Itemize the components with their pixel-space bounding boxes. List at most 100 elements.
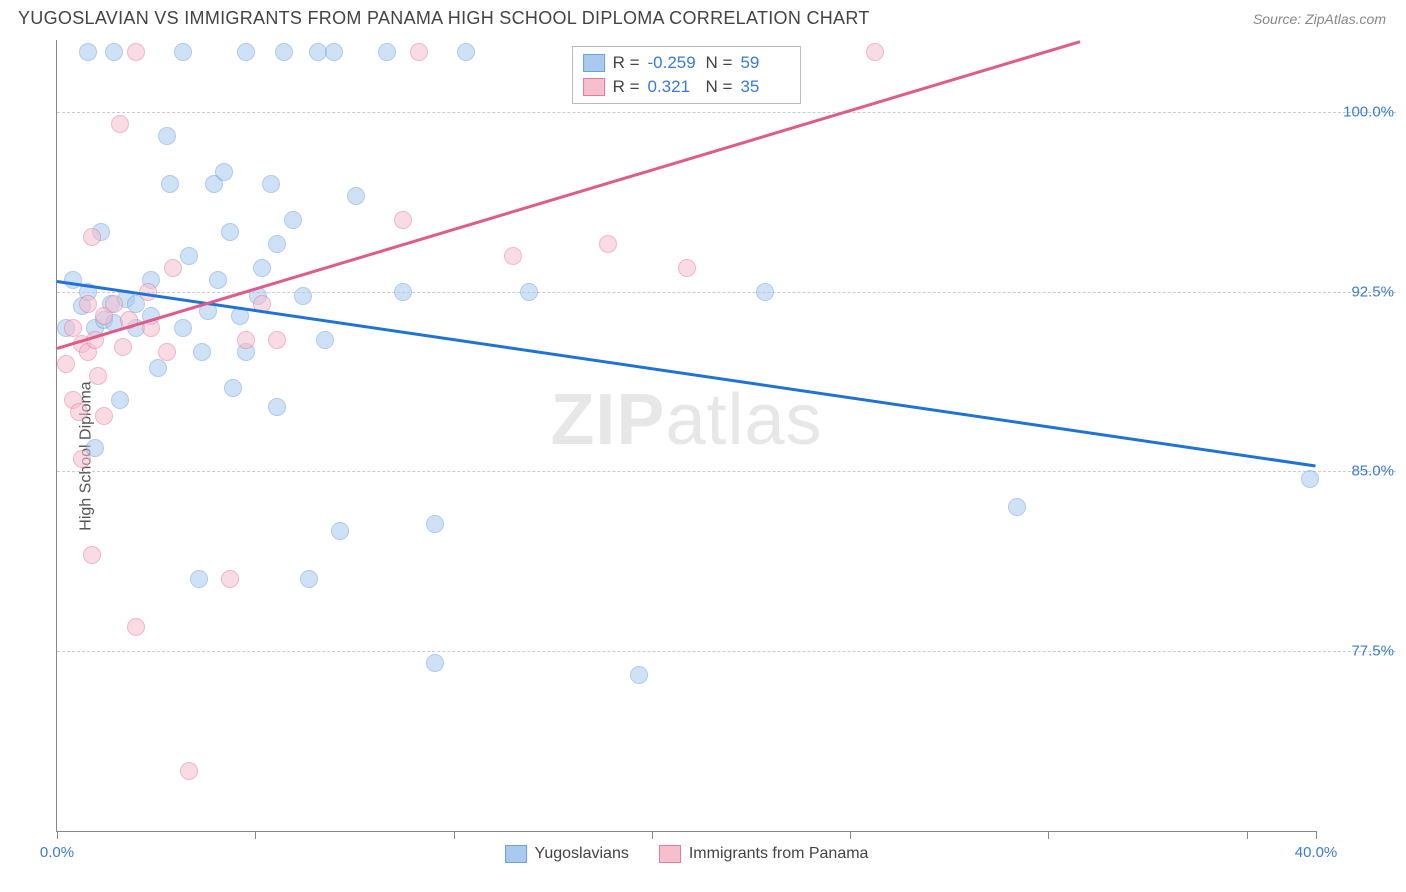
scatter-point (193, 343, 211, 361)
scatter-point (394, 211, 412, 229)
x-tick (850, 831, 851, 839)
legend-R-label: R = (613, 77, 640, 97)
scatter-point (79, 295, 97, 313)
scatter-point (237, 331, 255, 349)
scatter-point (262, 175, 280, 193)
scatter-point (83, 546, 101, 564)
legend-R-value-b: 0.321 (648, 77, 698, 97)
legend-item-b: Immigrants from Panama (659, 845, 869, 863)
scatter-point (426, 515, 444, 533)
x-tick-label-min: 0.0% (40, 844, 74, 861)
x-tick (1048, 831, 1049, 839)
scatter-point (111, 115, 129, 133)
x-tick (1247, 831, 1248, 839)
legend-row-series-a: R = -0.259 N = 59 (583, 51, 791, 75)
scatter-point (268, 398, 286, 416)
scatter-point (1301, 470, 1319, 488)
scatter-point (180, 247, 198, 265)
legend-row-series-b: R = 0.321 N = 35 (583, 75, 791, 99)
legend-item-a: Yugoslavians (505, 845, 629, 863)
x-tick (57, 831, 58, 839)
swatch-series-a (583, 54, 605, 72)
series-name-a: Yugoslavians (535, 845, 629, 863)
scatter-point (57, 355, 75, 373)
scatter-point (294, 287, 312, 305)
scatter-point (224, 379, 242, 397)
scatter-point (520, 283, 538, 301)
scatter-point (158, 343, 176, 361)
source-attribution: Source: ZipAtlas.com (1253, 11, 1386, 27)
legend-R-value-a: -0.259 (648, 53, 698, 73)
scatter-point (190, 570, 208, 588)
correlation-legend: R = -0.259 N = 59 R = 0.321 N = 35 (572, 46, 802, 104)
gridline (57, 112, 1396, 113)
scatter-point (161, 175, 179, 193)
y-tick-label: 92.5% (1322, 283, 1394, 300)
scatter-point (378, 43, 396, 61)
scatter-point (215, 163, 233, 181)
legend-N-value-b: 35 (740, 77, 790, 97)
y-tick-label: 100.0% (1322, 103, 1394, 120)
scatter-point (105, 43, 123, 61)
scatter-point (64, 319, 82, 337)
scatter-point (630, 666, 648, 684)
scatter-point (275, 43, 293, 61)
plot-region: ZIPatlas R = -0.259 N = 59 R = 0.321 N =… (56, 40, 1316, 832)
scatter-point (209, 271, 227, 289)
scatter-point (221, 570, 239, 588)
scatter-point (111, 391, 129, 409)
scatter-point (316, 331, 334, 349)
legend-N-label: N = (706, 53, 733, 73)
watermark: ZIPatlas (550, 379, 822, 461)
scatter-point (73, 450, 91, 468)
x-tick (1316, 831, 1317, 839)
scatter-point (105, 295, 123, 313)
chart-title: YUGOSLAVIAN VS IMMIGRANTS FROM PANAMA HI… (18, 8, 870, 29)
swatch-series-b (583, 78, 605, 96)
scatter-point (164, 259, 182, 277)
legend-N-value-a: 59 (740, 53, 790, 73)
scatter-point (504, 247, 522, 265)
swatch-series-b (659, 845, 681, 863)
y-tick-label: 85.0% (1322, 463, 1394, 480)
chart-area: High School Diploma ZIPatlas R = -0.259 … (18, 40, 1396, 872)
scatter-point (127, 43, 145, 61)
trend-line (57, 280, 1316, 467)
scatter-point (268, 331, 286, 349)
scatter-point (64, 271, 82, 289)
scatter-point (253, 259, 271, 277)
x-tick (652, 831, 653, 839)
scatter-point (756, 283, 774, 301)
scatter-point (300, 570, 318, 588)
scatter-point (158, 127, 176, 145)
scatter-point (268, 235, 286, 253)
scatter-point (174, 319, 192, 337)
legend-R-label: R = (613, 53, 640, 73)
y-tick-label: 77.5% (1322, 643, 1394, 660)
scatter-point (174, 43, 192, 61)
gridline (57, 651, 1396, 652)
scatter-point (114, 338, 132, 356)
series-legend: Yugoslavians Immigrants from Panama (505, 845, 869, 863)
scatter-point (284, 211, 302, 229)
scatter-point (180, 762, 198, 780)
trend-line (57, 40, 1081, 349)
x-tick-label-max: 40.0% (1295, 844, 1338, 861)
scatter-point (457, 43, 475, 61)
scatter-point (149, 359, 167, 377)
x-tick (454, 831, 455, 839)
scatter-point (127, 618, 145, 636)
gridline (57, 471, 1396, 472)
scatter-point (394, 283, 412, 301)
scatter-point (70, 403, 88, 421)
scatter-point (89, 367, 107, 385)
scatter-point (1008, 498, 1026, 516)
scatter-point (79, 43, 97, 61)
scatter-point (426, 654, 444, 672)
scatter-point (237, 43, 255, 61)
scatter-point (410, 43, 428, 61)
scatter-point (95, 407, 113, 425)
series-name-b: Immigrants from Panama (689, 845, 869, 863)
swatch-series-a (505, 845, 527, 863)
scatter-point (331, 522, 349, 540)
